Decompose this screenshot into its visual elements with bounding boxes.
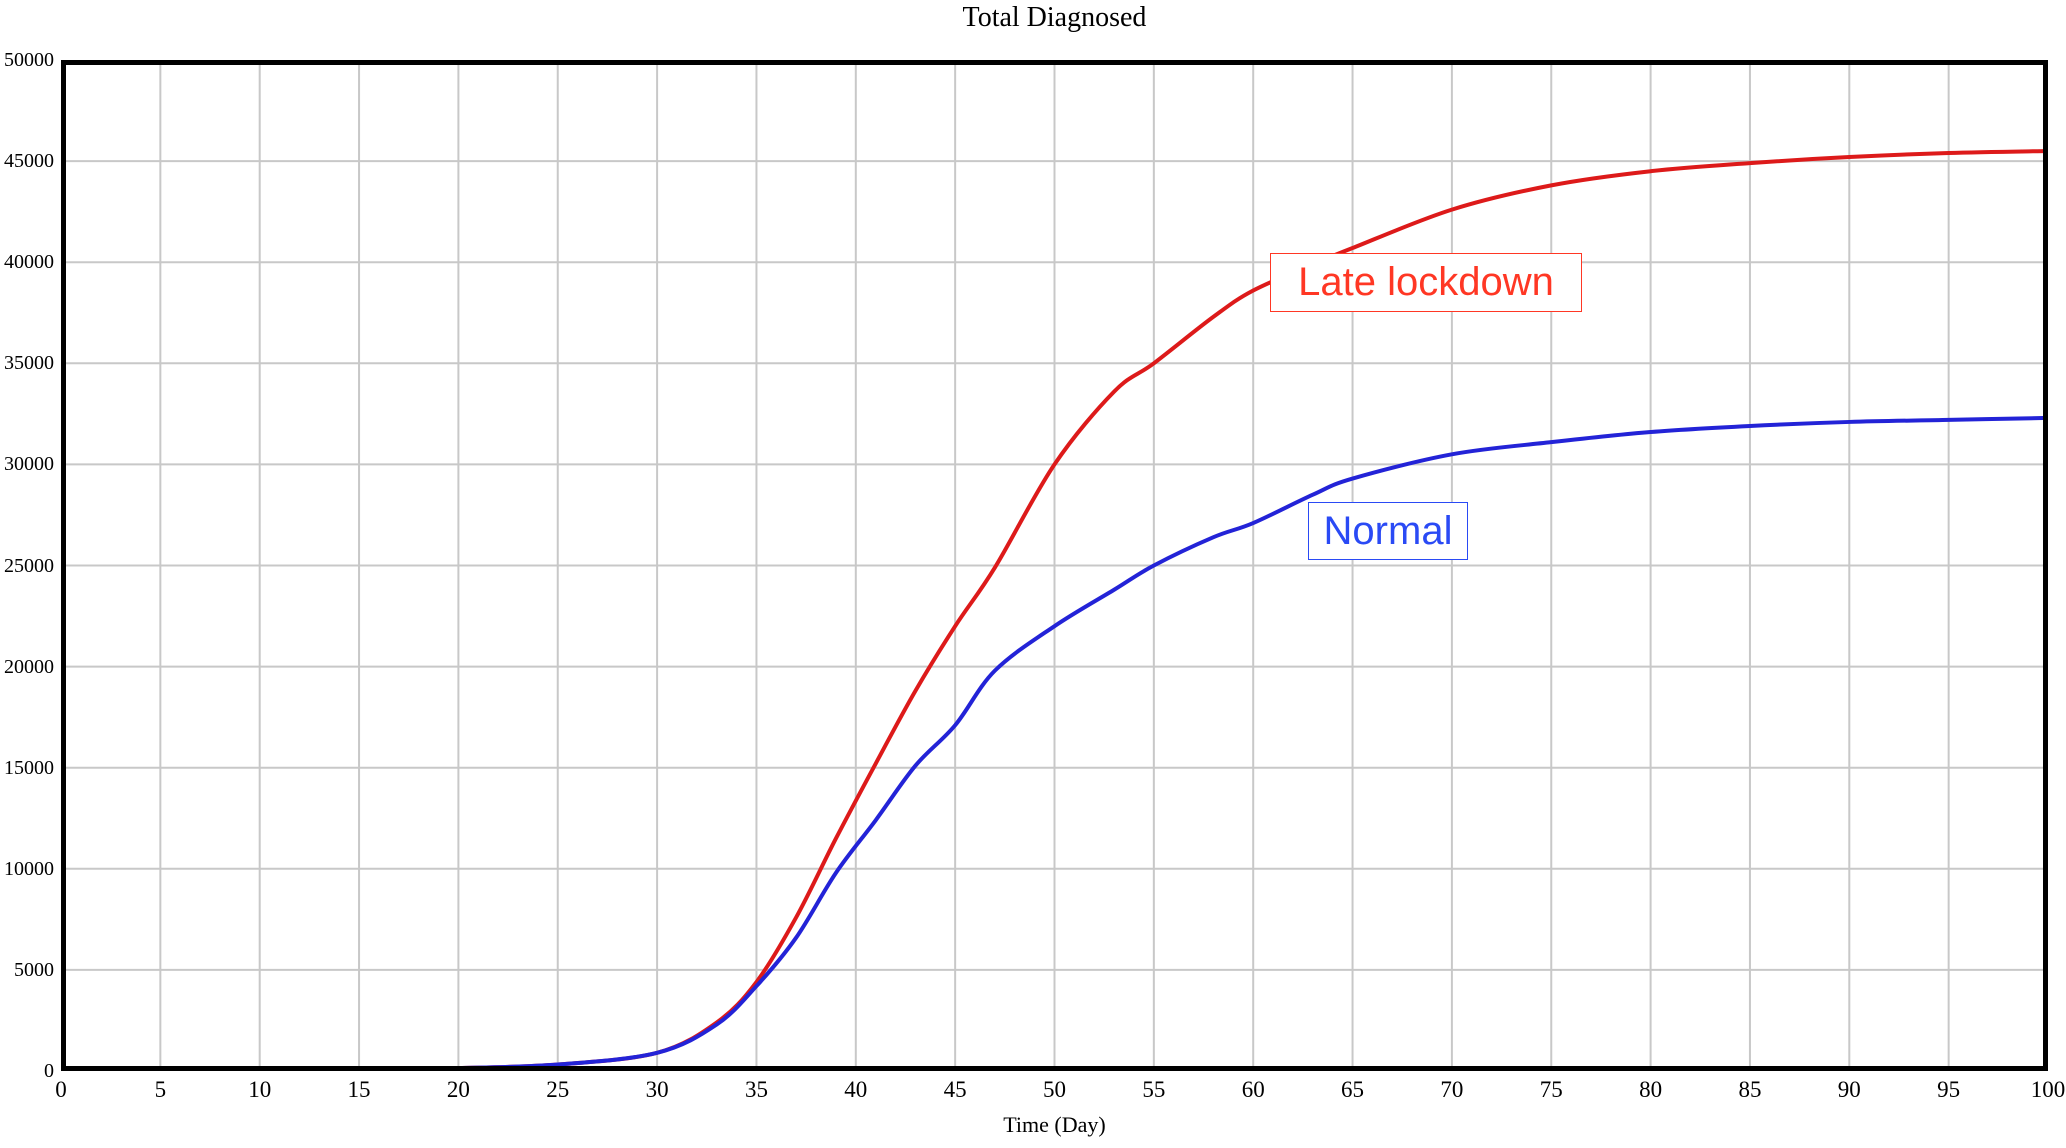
series-label-normal-text: Normal [1323, 508, 1453, 553]
series-label-late-lockdown: Late lockdown [1270, 253, 1582, 312]
x-tick-label: 50 [1043, 1077, 1066, 1102]
x-tick-label: 70 [1440, 1077, 1464, 1102]
y-tick-label: 20000 [4, 655, 54, 678]
x-tick-label: 65 [1341, 1077, 1365, 1102]
y-tick-label: 50000 [4, 49, 54, 71]
chart-title: Total Diagnosed [962, 2, 1147, 33]
x-tick-label: 35 [744, 1077, 768, 1102]
x-tick-label: 45 [943, 1077, 967, 1102]
x-tick-label: 90 [1837, 1077, 1861, 1102]
x-tick-label: 20 [446, 1077, 470, 1102]
y-tick-label: 40000 [4, 251, 54, 274]
y-tick-label: 5000 [14, 958, 54, 981]
x-tick-label: 5 [154, 1077, 167, 1102]
y-tick-label: 0 [44, 1060, 54, 1082]
x-tick-label: 85 [1738, 1077, 1762, 1102]
x-tick-label: 55 [1142, 1077, 1166, 1102]
x-tick-label: 15 [347, 1077, 371, 1102]
y-tick-label: 45000 [4, 150, 54, 173]
series-label-late-lockdown-text: Late lockdown [1298, 260, 1554, 304]
x-tick-label: 30 [645, 1077, 669, 1102]
y-tick-label: 35000 [4, 352, 54, 375]
x-tick-label: 40 [844, 1077, 868, 1102]
plot-area [61, 60, 2048, 1071]
y-tick-label: 30000 [4, 453, 54, 476]
x-tick-label: 25 [546, 1077, 570, 1102]
x-axis-title: Time (Day) [1003, 1112, 1106, 1137]
x-tick-label: 10 [248, 1077, 272, 1102]
plot-frame [61, 60, 2048, 1071]
y-tick-label: 25000 [4, 554, 54, 577]
y-tick-label: 10000 [4, 857, 54, 880]
x-tick-label: 80 [1639, 1077, 1663, 1102]
x-tick-label: 75 [1539, 1077, 1563, 1102]
x-tick-label: 0 [55, 1077, 67, 1102]
y-tick-label: 15000 [4, 756, 54, 779]
x-tick-label: 95 [1937, 1077, 1961, 1102]
x-tick-label: 100 [2030, 1077, 2066, 1102]
x-tick-label: 60 [1241, 1077, 1265, 1102]
series-label-normal: Normal [1308, 502, 1468, 560]
